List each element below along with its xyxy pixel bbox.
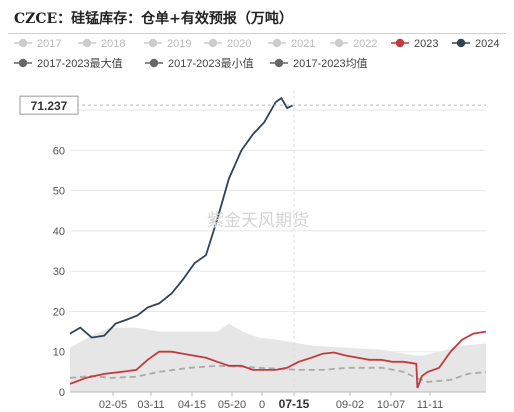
- x-tick-label: 05-20: [218, 399, 246, 411]
- series-lines: [69, 96, 487, 389]
- x-tick-label: 02-05: [99, 399, 127, 411]
- x-tick-label: 09-02: [336, 399, 364, 411]
- legend-label: 2017: [37, 38, 61, 50]
- title-divider: [8, 33, 506, 34]
- legend-item-7: 2023: [391, 38, 438, 50]
- legend-dot-icon: [18, 38, 28, 48]
- series-2024-line: [69, 96, 294, 339]
- chart-legend: 2017 2018 2019 2020 2021 2022 2023 2024 2017-202…: [14, 38, 499, 70]
- crosshair-readout: 71.237 07-15: [19, 90, 486, 411]
- legend-item-2: 2018: [78, 38, 125, 50]
- legend-dot-icon: [395, 38, 405, 48]
- legend-dot-icon: [456, 38, 466, 48]
- legend-item-3: 2019: [144, 38, 191, 50]
- legend-item-5: 2021: [268, 38, 315, 50]
- range-band: [70, 323, 486, 392]
- legend-dot-icon: [274, 58, 284, 68]
- x-tick-label: 10-07: [377, 399, 405, 411]
- series-mean-line: [69, 364, 487, 383]
- legend-label: 2024: [475, 38, 499, 50]
- x-readout-value: 07-15: [279, 397, 310, 411]
- legend-item-4: 2020: [204, 38, 251, 50]
- legend-label: 2019: [167, 38, 191, 50]
- chart-axes: 02-05 03-11 04-15 05-20 0 09-02 10-07 11-11: [70, 391, 486, 411]
- y-tick-label: 10: [53, 347, 65, 359]
- x-tick-label: 0: [259, 399, 265, 411]
- legend-item-8: 2024: [452, 38, 499, 50]
- x-tick-label: 04-15: [178, 399, 206, 411]
- legend-item-1: 2017: [14, 38, 61, 50]
- legend-item-10: 2017-2023最小值: [145, 57, 254, 70]
- legend-dot-icon: [18, 58, 28, 68]
- y-tick-label: 0: [59, 387, 65, 399]
- legend-label: 2022: [353, 38, 377, 50]
- legend-label: 2020: [227, 38, 251, 50]
- legend-dot-icon: [334, 38, 344, 48]
- y-tick-label: 20: [53, 306, 65, 318]
- band-area: [70, 323, 486, 392]
- legend-label: 2017-2023最大值: [37, 56, 123, 70]
- chart-title: CZCE：硅锰库存：仓单+有效预报（万吨）: [14, 11, 293, 27]
- legend-dot-icon: [82, 38, 92, 48]
- legend-label: 2023: [414, 38, 438, 50]
- legend-label: 2021: [291, 38, 315, 50]
- legend-dot-icon: [272, 38, 282, 48]
- legend-label: 2017-2023最小值: [168, 57, 254, 70]
- legend-item-11: 2017-2023均值: [270, 57, 368, 70]
- legend-dot-icon: [208, 38, 218, 48]
- legend-label: 2017-2023均值: [293, 57, 368, 70]
- series-2023-line: [69, 330, 487, 389]
- y-tick-label: 40: [53, 226, 65, 238]
- legend-label: 2018: [101, 38, 125, 50]
- watermark-text: 紫金天风期货: [207, 211, 309, 230]
- x-tick-label: 11-11: [417, 399, 444, 411]
- legend-dot-icon: [148, 38, 158, 48]
- y-tick-label: 60: [53, 145, 65, 157]
- x-tick-label: 03-11: [137, 399, 164, 411]
- y-readout-box: [19, 95, 79, 115]
- y-tick-label: 50: [53, 186, 65, 198]
- legend-dot-icon: [149, 58, 159, 68]
- legend-item-6: 2022: [330, 38, 377, 50]
- legend-item-9: 2017-2023最大值: [14, 56, 123, 70]
- y-readout-value: 71.237: [31, 99, 68, 113]
- y-tick-label: 30: [53, 266, 65, 278]
